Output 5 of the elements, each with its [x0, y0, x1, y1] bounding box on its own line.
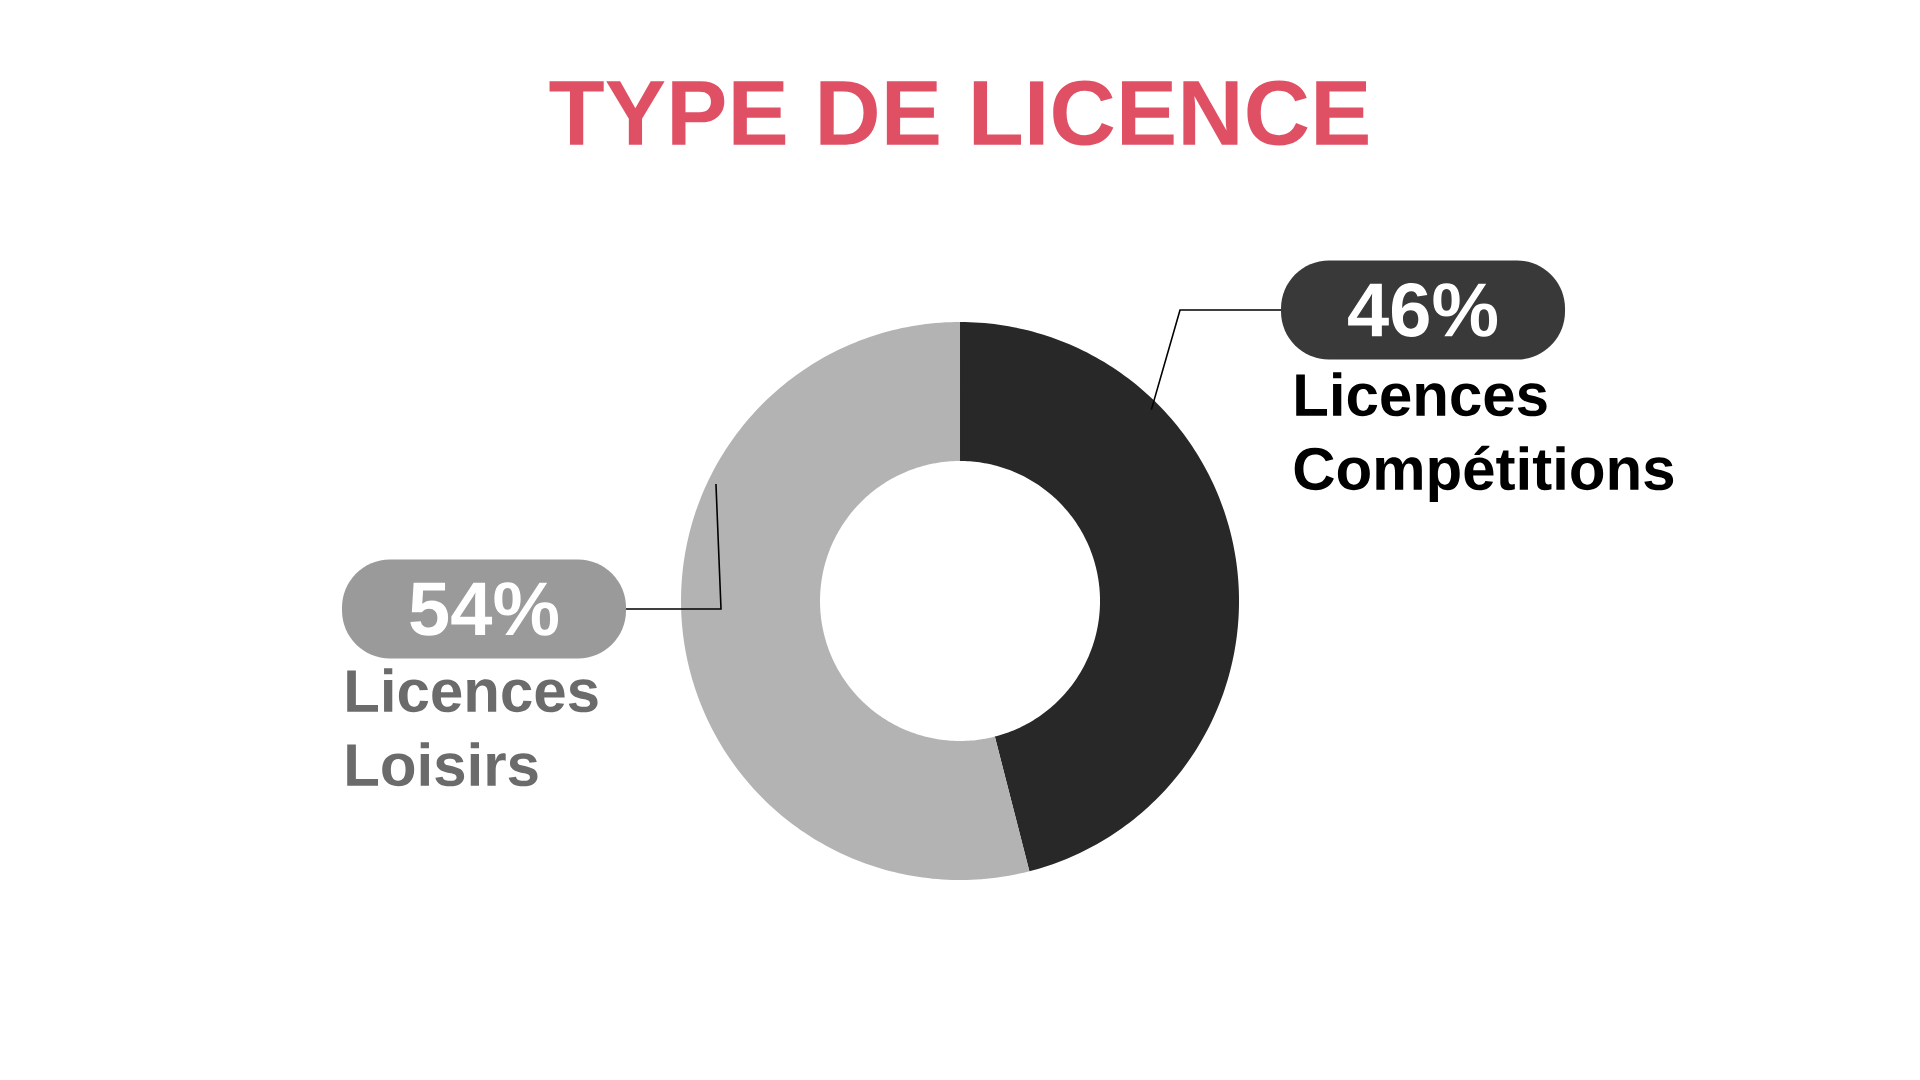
data-label: 46% [1348, 283, 1498, 337]
slice-label: Licences Compétitions [1294, 372, 1674, 503]
data-label: 54% [410, 582, 559, 636]
slice-label: Licences Loisirs [347, 668, 598, 787]
chart-title: TYPE DE LICENCE [549, 80, 1368, 146]
